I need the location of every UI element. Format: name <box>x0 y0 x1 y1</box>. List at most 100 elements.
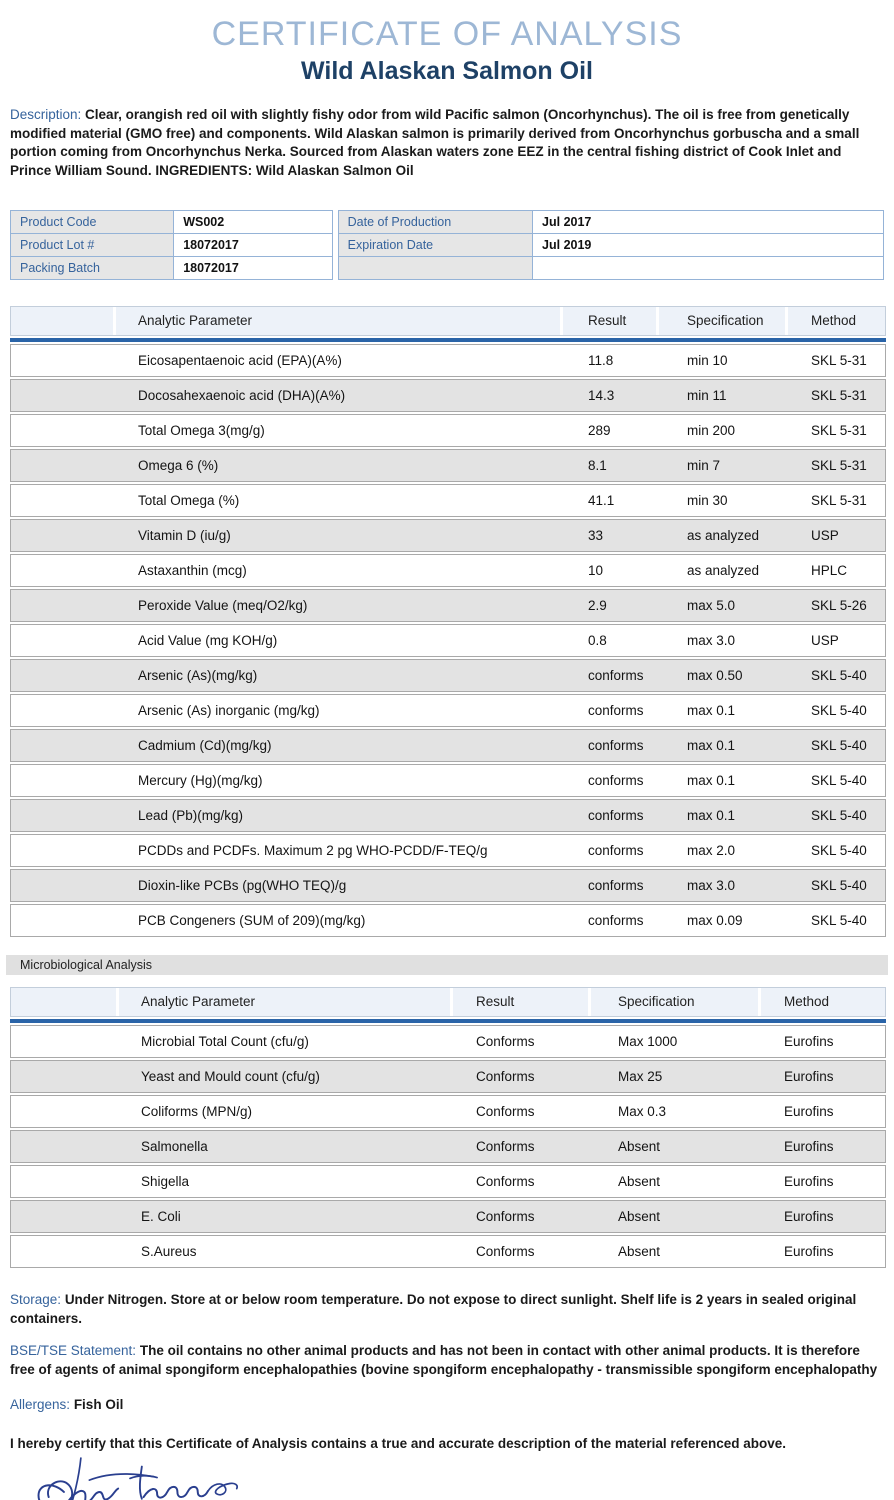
micro-table-header: Analytic Parameter Result Specification … <box>10 987 886 1017</box>
param-cell: Total Omega (%) <box>138 493 240 508</box>
method-cell: Eurofins <box>784 1104 834 1119</box>
param-cell: Docosahexaenoic acid (DHA)(A%) <box>138 388 346 403</box>
spec-cell: max 2.0 <box>687 843 736 858</box>
spec-cell: max 0.1 <box>687 738 736 753</box>
page-title: CERTIFICATE OF ANALYSIS <box>211 15 683 53</box>
table-row: Omega 6 (%) 8.1 min 7 SKL 5-31 <box>10 449 886 482</box>
method-cell: SKL 5-40 <box>811 913 867 928</box>
result-cell: Conforms <box>476 1139 535 1154</box>
method-cell: Eurofins <box>784 1244 834 1259</box>
spec-cell: min 10 <box>687 353 728 368</box>
table-row: Packing Batch 18072017 <box>9 256 333 280</box>
header-cell-specification: Specification <box>591 988 761 1016</box>
method-cell: SKL 5-31 <box>811 493 867 508</box>
header-cell-parameter: Analytic Parameter <box>116 307 563 335</box>
param-cell: Cadmium (Cd)(mg/kg) <box>138 738 272 753</box>
result-cell: Conforms <box>476 1104 535 1119</box>
header-cell-result: Result <box>453 988 591 1016</box>
result-cell: Conforms <box>476 1244 535 1259</box>
result-cell: conforms <box>588 738 644 753</box>
method-cell: SKL 5-31 <box>811 388 867 403</box>
spec-cell: min 30 <box>687 493 728 508</box>
table-row: S.Aureus Conforms Absent Eurofins <box>10 1235 886 1268</box>
result-cell: 41.1 <box>588 493 615 508</box>
table-row: Acid Value (mg KOH/g) 0.8 max 3.0 USP <box>10 624 886 657</box>
storage-note: Storage: Under Nitrogen. Store at or bel… <box>10 1291 884 1328</box>
certification-statement: I hereby certify that this Certificate o… <box>10 1435 786 1451</box>
method-cell: USP <box>811 528 839 543</box>
micro-section-label: Microbiological Analysis <box>6 955 888 975</box>
table-row <box>337 256 884 280</box>
header-cell-method: Method <box>811 313 857 328</box>
spec-cell: as analyzed <box>687 528 760 543</box>
header-divider-bar <box>10 338 886 342</box>
table-row: Eicosapentaenoic acid (EPA)(A%) 11.8 min 1… <box>10 344 886 377</box>
spec-cell: max 0.1 <box>687 808 736 823</box>
allergens-label: Allergens: <box>10 1397 71 1412</box>
info-value <box>532 256 884 280</box>
result-cell: conforms <box>588 773 644 788</box>
spec-cell: Absent <box>618 1174 661 1189</box>
param-cell: Lead (Pb)(mg/kg) <box>138 808 244 823</box>
analysis-table-header: Analytic Parameter Result Specification … <box>10 306 886 336</box>
header-divider-bar <box>10 1019 886 1023</box>
allergens-note: Allergens: Fish Oil <box>10 1396 884 1415</box>
spec-cell: min 11 <box>687 388 727 403</box>
result-cell: Conforms <box>476 1174 535 1189</box>
method-cell: SKL 5-31 <box>811 458 867 473</box>
info-label <box>337 256 534 280</box>
info-value: Jul 2019 <box>532 233 884 257</box>
param-cell: Shigella <box>141 1174 190 1189</box>
spec-cell: min 7 <box>687 458 721 473</box>
bse-text: The oil contains no other animal product… <box>10 1343 878 1377</box>
spec-cell: max 3.0 <box>687 878 736 893</box>
spec-cell: Absent <box>618 1244 661 1259</box>
spec-cell: max 0.1 <box>687 773 736 788</box>
result-cell: conforms <box>588 913 644 928</box>
method-cell: Eurofins <box>784 1139 834 1154</box>
method-cell: SKL 5-40 <box>811 703 867 718</box>
spec-cell: max 0.50 <box>687 668 743 683</box>
result-cell: conforms <box>588 808 644 823</box>
table-row: PCDDs and PCDFs. Maximum 2 pg WHO-PCDD/F… <box>10 834 886 867</box>
product-info-section: Product Code WS002 Product Lot # 1807201… <box>9 210 884 280</box>
spec-cell: max 0.09 <box>687 913 743 928</box>
param-cell: Arsenic (As) inorganic (mg/kg) <box>138 703 320 718</box>
param-cell: Dioxin-like PCBs (pg(WHO TEQ)/g <box>138 878 347 893</box>
micro-table: Analytic Parameter Result Specification … <box>10 987 886 1268</box>
param-cell: S.Aureus <box>141 1244 197 1259</box>
spec-cell: Absent <box>618 1209 661 1224</box>
table-row: Arsenic (As) inorganic (mg/kg) conforms ma… <box>10 694 886 727</box>
header-cell-empty <box>11 988 119 1016</box>
table-row: Expiration Date Jul 2019 <box>337 233 884 257</box>
result-cell: 289 <box>588 423 611 438</box>
table-row: Total Omega (%) 41.1 min 30 SKL 5-31 <box>10 484 886 517</box>
param-cell: Acid Value (mg KOH/g) <box>138 633 278 648</box>
product-info-table-left: Product Code WS002 Product Lot # 1807201… <box>9 210 333 280</box>
header-cell-parameter: Analytic Parameter <box>119 988 453 1016</box>
method-cell: Eurofins <box>784 1034 834 1049</box>
info-label: Product Code <box>9 210 175 234</box>
table-row: PCB Congeners (SUM of 209)(mg/kg) conform… <box>10 904 886 937</box>
method-cell: SKL 5-31 <box>811 423 867 438</box>
table-row: Peroxide Value (meq/O2/kg) 2.9 max 5.0 SKL … <box>10 589 886 622</box>
info-value: Jul 2017 <box>532 210 884 234</box>
method-cell: SKL 5-31 <box>811 353 867 368</box>
spec-cell: Max 0.3 <box>618 1104 667 1119</box>
param-cell: Salmonella <box>141 1139 208 1154</box>
result-cell: 0.8 <box>588 633 607 648</box>
result-cell: Conforms <box>476 1209 535 1224</box>
spec-cell: Max 1000 <box>618 1034 678 1049</box>
method-cell: Eurofins <box>784 1069 834 1084</box>
info-label: Packing Batch <box>9 256 175 280</box>
description-label: Description: <box>10 107 82 122</box>
method-cell: Eurofins <box>784 1174 834 1189</box>
table-row: E. Coli Conforms Absent Eurofins <box>10 1200 886 1233</box>
result-cell: 33 <box>588 528 604 543</box>
spec-cell: Absent <box>618 1139 661 1154</box>
param-cell: Total Omega 3(mg/g) <box>138 423 265 438</box>
table-row: Docosahexaenoic acid (DHA)(A%) 14.3 min 11… <box>10 379 886 412</box>
storage-text: Under Nitrogen. Store at or below room t… <box>10 1292 857 1326</box>
spec-cell: as analyzed <box>687 563 760 578</box>
info-label: Expiration Date <box>337 233 534 257</box>
